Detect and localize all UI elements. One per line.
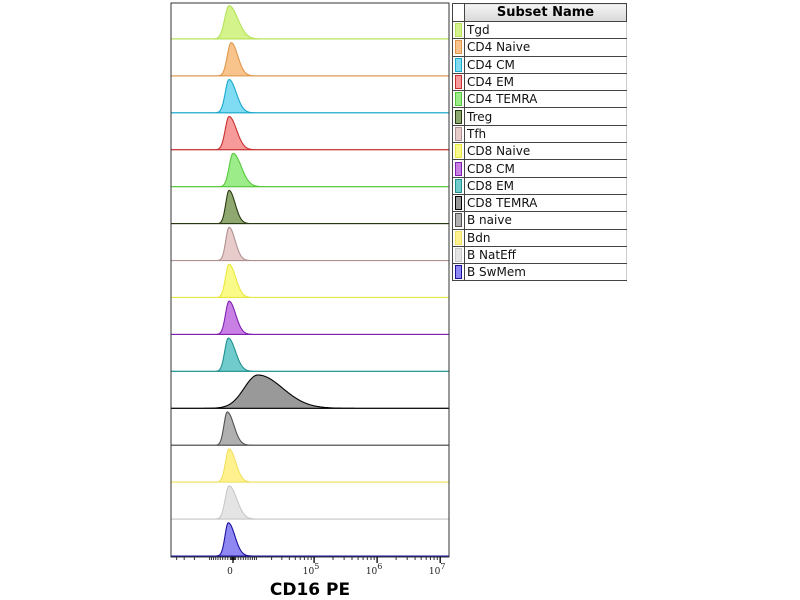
legend-item: CD8 CM: [452, 159, 627, 178]
legend-label: Bdn: [464, 228, 627, 247]
swatch-color: [455, 126, 462, 141]
swatch-color: [455, 23, 462, 38]
legend-title: Subset Name: [464, 3, 627, 22]
histogram-cd8-temra: [170, 374, 450, 409]
legend-label: CD8 CM: [464, 159, 627, 178]
legend-swatch: [452, 176, 465, 195]
legend-item: CD4 EM: [452, 72, 627, 92]
histogram-bdn: [170, 448, 450, 483]
legend-item: B NatEff: [452, 245, 627, 265]
legend-swatch: [452, 124, 465, 144]
legend-item: CD8 Naive: [452, 142, 627, 161]
legend-swatch: [452, 142, 465, 161]
tick-label: 106: [366, 562, 383, 577]
histogram-b-swmem: [171, 522, 449, 557]
histogram-tgd: [170, 5, 450, 40]
swatch-color: [455, 265, 462, 280]
histogram-cd8-em: [170, 337, 450, 372]
legend-item: Tgd: [452, 20, 627, 40]
legend-label: Treg: [464, 107, 627, 126]
legend-swatch: [452, 159, 465, 178]
histogram-tfh: [170, 226, 450, 262]
legend-swatch: [452, 90, 465, 109]
histogram-cd8-naive: [170, 263, 450, 299]
tick-label: 105: [303, 562, 320, 577]
legend-swatch: [452, 38, 465, 57]
legend-swatch: [452, 263, 465, 282]
legend-swatch: [452, 72, 465, 92]
legend-label: CD8 Naive: [464, 142, 627, 161]
histogram-treg: [171, 189, 449, 225]
legend-label: Tgd: [464, 20, 627, 40]
histogram-cd4-em: [170, 115, 450, 151]
legend-label: B naive: [464, 211, 627, 230]
legend-label: Tfh: [464, 124, 627, 144]
legend-swatch: [452, 211, 465, 230]
legend-swatch: [452, 55, 465, 74]
tick-label: 107: [429, 562, 446, 577]
legend-item: CD8 TEMRA: [452, 193, 627, 213]
swatch-color: [455, 161, 462, 176]
legend-item: CD4 TEMRA: [452, 90, 627, 109]
legend-item: Treg: [452, 107, 627, 126]
legend-swatch: [452, 245, 465, 265]
histogram-cd4-temra: [170, 152, 450, 188]
legend-swatch: [452, 228, 465, 247]
legend-label: CD8 EM: [464, 176, 627, 195]
legend-label: CD4 CM: [464, 55, 627, 74]
legend-swatch: [452, 20, 465, 40]
swatch-color: [455, 178, 462, 193]
legend-item: Bdn: [452, 228, 627, 247]
swatch-color: [455, 144, 462, 159]
swatch-color: [455, 92, 462, 107]
legend-table: Subset Name Tgd CD4 Naive CD4 CM CD4 EM CD4 …: [452, 3, 627, 282]
histogram-cd4-cm: [171, 79, 449, 114]
legend-swatch-header: [452, 3, 465, 22]
legend-label: CD8 TEMRA: [464, 193, 627, 213]
legend-item: B SwMem: [452, 263, 627, 282]
histogram-b-naive: [171, 411, 449, 446]
histogram-cd4-naive: [170, 42, 450, 77]
legend-label: CD4 Naive: [464, 38, 627, 57]
legend-label: B SwMem: [464, 263, 627, 282]
legend-swatch: [452, 193, 465, 213]
legend-label: CD4 EM: [464, 72, 627, 92]
legend-item: Tfh: [452, 124, 627, 144]
swatch-color: [455, 40, 462, 55]
swatch-color: [455, 230, 462, 245]
legend-label: CD4 TEMRA: [464, 90, 627, 109]
tick-label: 0: [227, 567, 233, 577]
histogram-cd8-cm: [171, 300, 449, 335]
legend-label: B NatEff: [464, 245, 627, 265]
legend-swatch: [452, 107, 465, 126]
swatch-color: [455, 75, 462, 90]
legend-item: B naive: [452, 211, 627, 230]
swatch-color: [455, 248, 462, 262]
legend-item: CD8 EM: [452, 176, 627, 195]
x-axis-label: CD16 PE: [269, 580, 351, 600]
legend-item: CD4 CM: [452, 55, 627, 74]
swatch-color: [455, 57, 462, 72]
histogram-b-nateff: [170, 485, 450, 520]
legend-item: CD4 Naive: [452, 38, 627, 57]
swatch-color: [455, 109, 462, 124]
plot-frame: [170, 2, 450, 558]
swatch-color: [455, 213, 462, 228]
swatch-color: [455, 196, 462, 211]
